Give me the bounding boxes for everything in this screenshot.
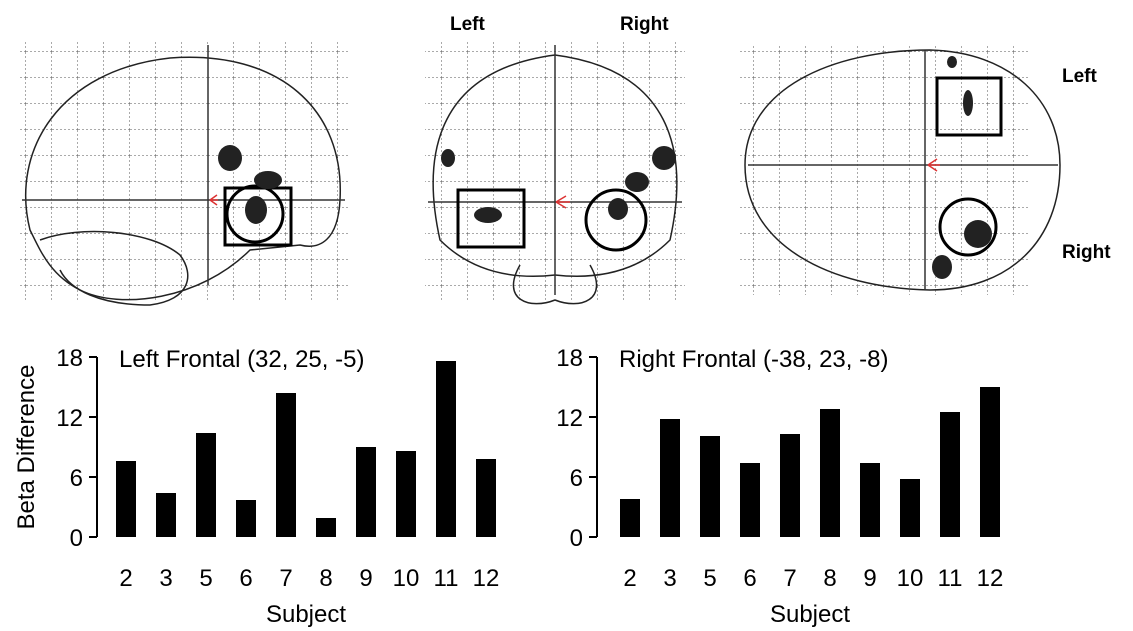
x-tick-label: 10 xyxy=(897,565,924,592)
bar xyxy=(820,409,840,537)
x-tick-label: 3 xyxy=(663,565,676,592)
x-tick-label: 11 xyxy=(434,565,459,592)
bar xyxy=(980,387,1000,537)
x-tick-label: 11 xyxy=(938,565,963,592)
axial-view xyxy=(740,45,1060,295)
x-tick-label: 6 xyxy=(743,565,756,592)
bar xyxy=(436,361,456,537)
x-axis-label: Subject xyxy=(266,601,346,628)
view-label: Right xyxy=(620,14,669,35)
x-tick-label: 7 xyxy=(279,565,292,592)
bar xyxy=(740,463,760,537)
bar xyxy=(396,451,416,537)
bar xyxy=(900,479,920,537)
chart-title: Left Frontal (32, 25, -5) xyxy=(119,346,364,373)
x-tick-label: 6 xyxy=(239,565,252,592)
bar xyxy=(276,393,296,537)
figure: Left Right Left Right 0 6 12 18 Left Frontal… xyxy=(0,0,1133,631)
x-tick-label: 5 xyxy=(199,565,212,592)
x-axis-label: Subject xyxy=(770,601,850,628)
y-tick-label: 18 xyxy=(56,345,83,372)
y-tick-label: 0 xyxy=(570,525,583,552)
bar xyxy=(660,419,680,537)
x-tick-label: 3 xyxy=(159,565,172,592)
y-axis-label: Beta Difference xyxy=(13,365,40,530)
x-tick-label: 9 xyxy=(863,565,876,592)
bar xyxy=(476,459,496,537)
x-tick-label: 7 xyxy=(783,565,796,592)
y-tick-label: 0 xyxy=(70,525,83,552)
x-tick-label: 2 xyxy=(623,565,636,592)
bar xyxy=(780,434,800,537)
y-tick-label: 12 xyxy=(556,405,583,432)
view-label: Left xyxy=(450,14,486,35)
y-tick-label: 6 xyxy=(70,465,83,492)
x-tick-label: 5 xyxy=(703,565,716,592)
bar xyxy=(236,500,256,537)
x-tick-label: 8 xyxy=(319,565,332,592)
sagittal-view xyxy=(20,40,348,305)
bar xyxy=(116,461,136,537)
x-tick-label: 12 xyxy=(473,565,500,592)
x-tick-label: 9 xyxy=(359,565,372,592)
x-tick-label: 10 xyxy=(393,565,420,592)
x-tick-label: 12 xyxy=(977,565,1004,592)
bar xyxy=(940,412,960,537)
view-label: Left xyxy=(1062,66,1098,87)
y-tick-label: 18 xyxy=(556,345,583,372)
bar xyxy=(316,518,336,537)
y-tick-label: 6 xyxy=(570,465,583,492)
bar xyxy=(356,447,376,537)
bar xyxy=(700,436,720,537)
x-tick-label: 8 xyxy=(823,565,836,592)
bar xyxy=(860,463,880,537)
coronal-view xyxy=(425,40,685,304)
x-tick-label: 2 xyxy=(119,565,132,592)
view-label: Right xyxy=(1062,242,1111,263)
bar xyxy=(196,433,216,537)
bar xyxy=(620,499,640,537)
y-tick-label: 12 xyxy=(56,405,83,432)
bar xyxy=(156,493,176,537)
chart-title: Right Frontal (-38, 23, -8) xyxy=(619,346,888,373)
